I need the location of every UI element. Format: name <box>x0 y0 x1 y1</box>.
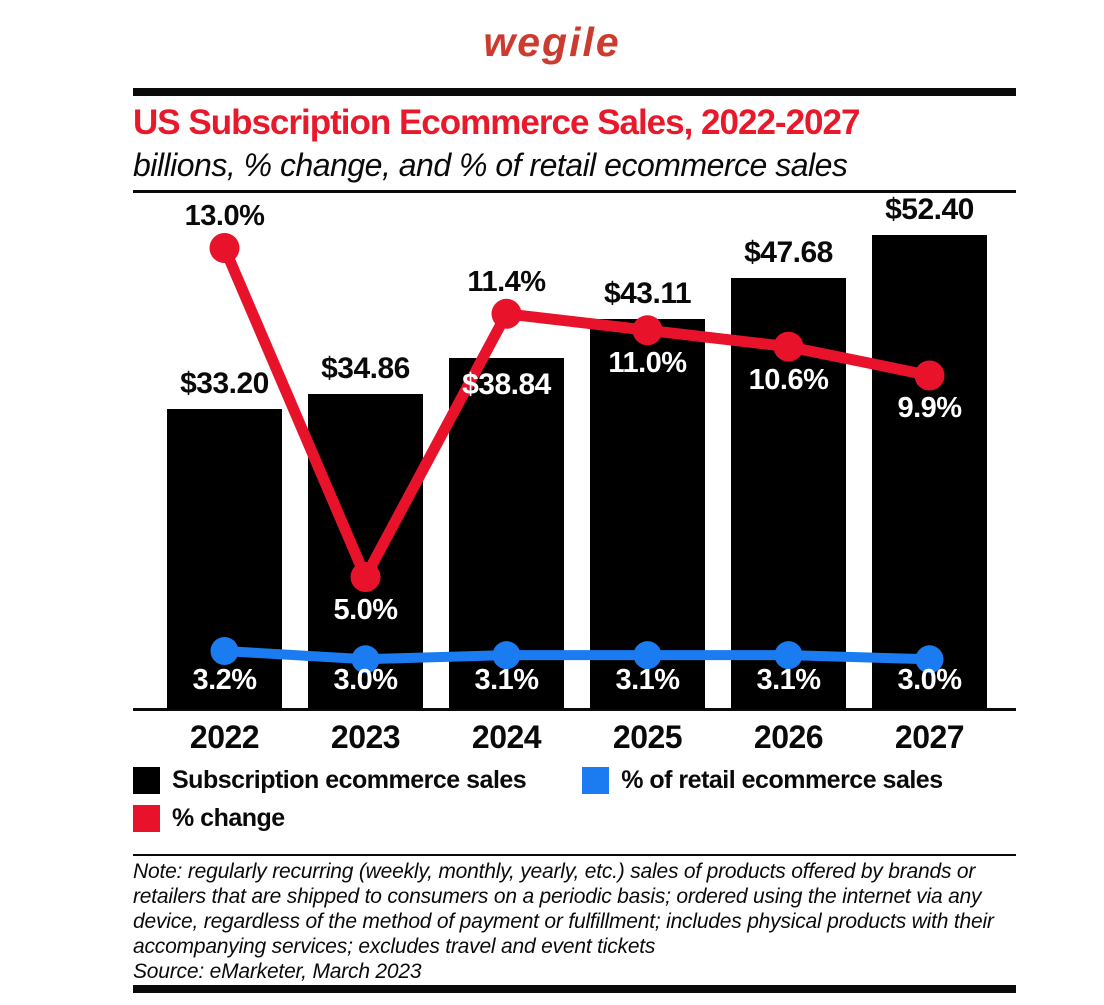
page-subtitle: billions, % change, and % of retail ecom… <box>133 147 848 183</box>
sales-value-2026: $47.68 <box>744 235 833 269</box>
percent-change-dot-2024 <box>491 298 522 329</box>
x-axis-label-2025: 2025 <box>612 719 683 755</box>
change-value-2026: 10.6% <box>748 363 829 396</box>
chart-legend: Subscription ecommerce sales % of retail… <box>133 765 1016 833</box>
legend-row-1: Subscription ecommerce sales % of retail… <box>133 765 1016 795</box>
sales-value-2025: $43.11 <box>603 277 692 311</box>
retail-value-2023: 3.0% <box>333 664 398 696</box>
red-square-swatch-icon <box>133 804 160 832</box>
change-value-2024: 11.4% <box>467 265 546 298</box>
sales-value-2023: $34.86 <box>321 351 410 385</box>
bar-2027 <box>872 235 987 709</box>
legend-item-retail-share: % of retail ecommerce sales <box>582 765 943 795</box>
legend-item-percent-change: % change <box>133 803 285 833</box>
x-axis-line <box>133 708 1016 711</box>
legend-label: % change <box>172 804 285 832</box>
bar-2023 <box>308 393 423 709</box>
sales-value-2027: $52.40 <box>885 193 974 226</box>
legend-label: % of retail ecommerce sales <box>621 766 943 794</box>
legend-row-2: % change <box>133 803 1016 833</box>
change-value-2027: 9.9% <box>897 392 962 425</box>
x-axis-label-2023: 2023 <box>330 719 401 755</box>
content-area: US Subscription Ecommerce Sales, 2022-20… <box>133 88 1016 993</box>
subtitle-rule <box>133 190 1016 193</box>
bar-2024 <box>449 357 564 709</box>
combo-chart: $33.20 13.0% 3.2% 2022 $34.86 5.0% 3.0% 2023 $38… <box>133 195 1016 757</box>
legend-item-subscription-sales: Subscription ecommerce sales <box>133 765 527 795</box>
top-rule <box>133 88 1016 96</box>
x-axis-label-2022: 2022 <box>189 719 260 755</box>
change-value-2022: 13.0% <box>184 200 265 232</box>
legend-label: Subscription ecommerce sales <box>172 766 527 794</box>
footnote: Note: regularly recurring (weekly, month… <box>133 859 1016 984</box>
sales-value-2022: $33.20 <box>180 366 269 400</box>
bottom-rule <box>133 985 1016 993</box>
change-value-2025: 11.0% <box>608 347 687 380</box>
footnote-source: Source: eMarketer, March 2023 <box>133 960 422 983</box>
sales-value-2024: $38.84 <box>462 367 551 401</box>
wegile-logo: wegile <box>483 19 621 65</box>
retail-value-2024: 3.1% <box>474 664 539 696</box>
x-axis-label-2027: 2027 <box>894 719 965 755</box>
black-square-swatch-icon <box>133 766 160 794</box>
retail-value-2026: 3.1% <box>756 664 821 696</box>
blue-square-swatch-icon <box>582 766 610 794</box>
change-value-2023: 5.0% <box>333 594 398 626</box>
retail-value-2022: 3.2% <box>192 664 257 696</box>
footnote-note: Note: regularly recurring (weekly, month… <box>133 860 994 958</box>
x-axis-label-2026: 2026 <box>753 719 824 755</box>
retail-value-2025: 3.1% <box>615 664 680 696</box>
x-axis-label-2024: 2024 <box>471 719 542 755</box>
page-title: US Subscription Ecommerce Sales, 2022-20… <box>133 103 860 142</box>
percent-change-dot-2022 <box>209 233 240 263</box>
bar-2026 <box>731 277 846 709</box>
retail-value-2027: 3.0% <box>897 664 962 696</box>
note-rule <box>133 854 1016 856</box>
